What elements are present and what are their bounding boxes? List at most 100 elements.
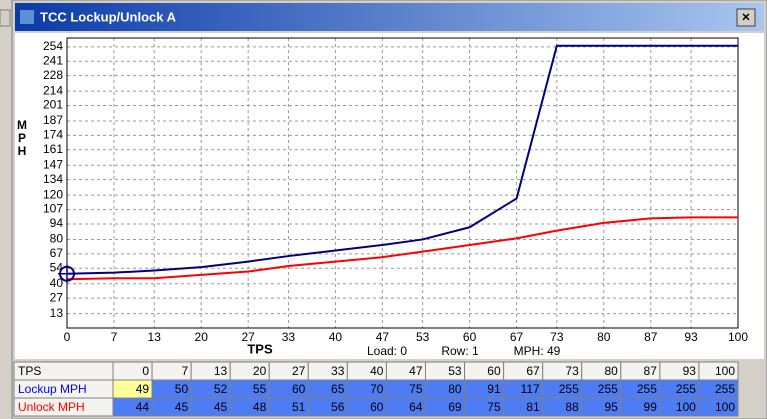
table-cell-value: 117 [521, 382, 540, 396]
y-tick-label: 187 [43, 113, 63, 127]
status-load: Load: 0 [367, 344, 407, 358]
table-cell-value: 55 [253, 382, 267, 396]
table-cell-value: 87 [644, 364, 658, 378]
table-cell-value: 255 [676, 382, 696, 396]
close-icon[interactable]: × [742, 9, 750, 25]
x-tick-label: 0 [64, 330, 71, 344]
table-cell-value: 65 [331, 382, 345, 396]
table-cell [698, 397, 739, 417]
background-window [0, 0, 12, 419]
x-tick-label: 40 [329, 330, 343, 344]
table-row-label: Lockup MPH [18, 382, 87, 396]
table-cell-value: 255 [637, 382, 657, 396]
x-tick-label: 20 [195, 330, 209, 344]
title-bar [15, 3, 764, 31]
x-tick-label: 80 [597, 330, 611, 344]
y-tick-label: 214 [43, 83, 63, 97]
x-tick-label: 13 [148, 330, 162, 344]
y-tick-label: 201 [43, 98, 63, 112]
y-tick-label: 228 [43, 68, 63, 82]
table-cell-value: 70 [370, 382, 384, 396]
y-tick-label: 147 [43, 157, 63, 171]
table-row-label: TPS [18, 364, 41, 378]
y-tick-label: 161 [43, 142, 63, 156]
table-cell-value: 60 [370, 400, 384, 414]
x-tick-label: 47 [376, 330, 390, 344]
plot-border [66, 37, 739, 329]
y-tick-label: 27 [50, 290, 64, 304]
y-tick-label: 241 [43, 53, 63, 67]
y-tick-label: 254 [43, 39, 63, 53]
x-tick-label: 53 [416, 330, 430, 344]
table-cell-value: 56 [331, 400, 345, 414]
table-cell-value: 99 [644, 400, 658, 414]
y-tick-label: 80 [50, 232, 64, 246]
table-cell-value: 80 [448, 382, 462, 396]
y-tick-label: 134 [43, 172, 63, 186]
table-cell-value: 69 [448, 400, 462, 414]
table-cell-value: 80 [604, 364, 618, 378]
y-tick-label: 174 [43, 128, 63, 142]
x-tick-label: 33 [282, 330, 296, 344]
y-tick-label: 94 [50, 216, 64, 230]
table-cell-value: 64 [409, 400, 423, 414]
close-button[interactable] [736, 8, 756, 27]
table-cell-value: 13 [214, 364, 228, 378]
y-tick-label: 54 [50, 260, 64, 274]
table-cell-value: 88 [565, 400, 579, 414]
table-cell-value: 44 [136, 400, 150, 414]
x-tick-label: 87 [644, 330, 658, 344]
table-cell-value: 60 [487, 364, 501, 378]
table-cell-value: 255 [559, 382, 579, 396]
background-close [0, 9, 11, 27]
table-cell-value: 27 [292, 364, 306, 378]
table-cell-value: 40 [370, 364, 384, 378]
table-cell-value: 47 [409, 364, 423, 378]
status-mph: MPH: 49 [514, 344, 561, 358]
table-cell-value: 81 [526, 400, 540, 414]
table-cell-value: 20 [253, 364, 267, 378]
x-axis-label: TPS [247, 341, 273, 356]
table-cell-value: 95 [604, 400, 618, 414]
x-tick-label: 7 [111, 330, 118, 344]
table-cell-value: 75 [409, 382, 423, 396]
y-tick-label: 107 [43, 202, 63, 216]
series-line [66, 216, 738, 281]
table-cell-value: 255 [715, 382, 735, 396]
table-cell-value: 48 [253, 400, 267, 414]
table-cell-value: 60 [292, 382, 306, 396]
table-cell-value: 100 [676, 400, 696, 414]
table-cell-value: 45 [175, 400, 189, 414]
y-tick-label: 67 [50, 246, 64, 260]
x-tick-label: 67 [510, 330, 524, 344]
x-tick-label: 73 [550, 330, 564, 344]
table-cell-value: 45 [214, 400, 228, 414]
x-tick-label: 60 [463, 330, 477, 344]
x-tick-label: 27 [241, 330, 255, 344]
table-cell-value: 51 [292, 400, 306, 414]
status-row: Row: 1 [441, 344, 479, 358]
table-cell-value: 67 [526, 364, 540, 378]
table-cell-value: 0 [142, 364, 149, 378]
x-tick-label: 93 [684, 330, 698, 344]
table-cell-value: 100 [715, 364, 735, 378]
table-cell-value: 93 [683, 364, 697, 378]
table-cell-value: 255 [598, 382, 618, 396]
table-cell-value: 91 [487, 382, 501, 396]
table-cell-value: 75 [487, 400, 501, 414]
table-cell-value: 49 [136, 382, 150, 396]
chart-area [15, 33, 764, 359]
y-tick-label: 13 [50, 306, 64, 320]
series-line [66, 44, 738, 275]
table-row-label: Unlock MPH [18, 400, 85, 414]
table-cell-value: 52 [214, 382, 228, 396]
app-icon [20, 10, 34, 24]
table-cell-value: 100 [715, 400, 735, 414]
table-cell-value: 53 [448, 364, 462, 378]
y-tick-label: 40 [50, 276, 64, 290]
table-cell-value: 7 [181, 364, 188, 378]
